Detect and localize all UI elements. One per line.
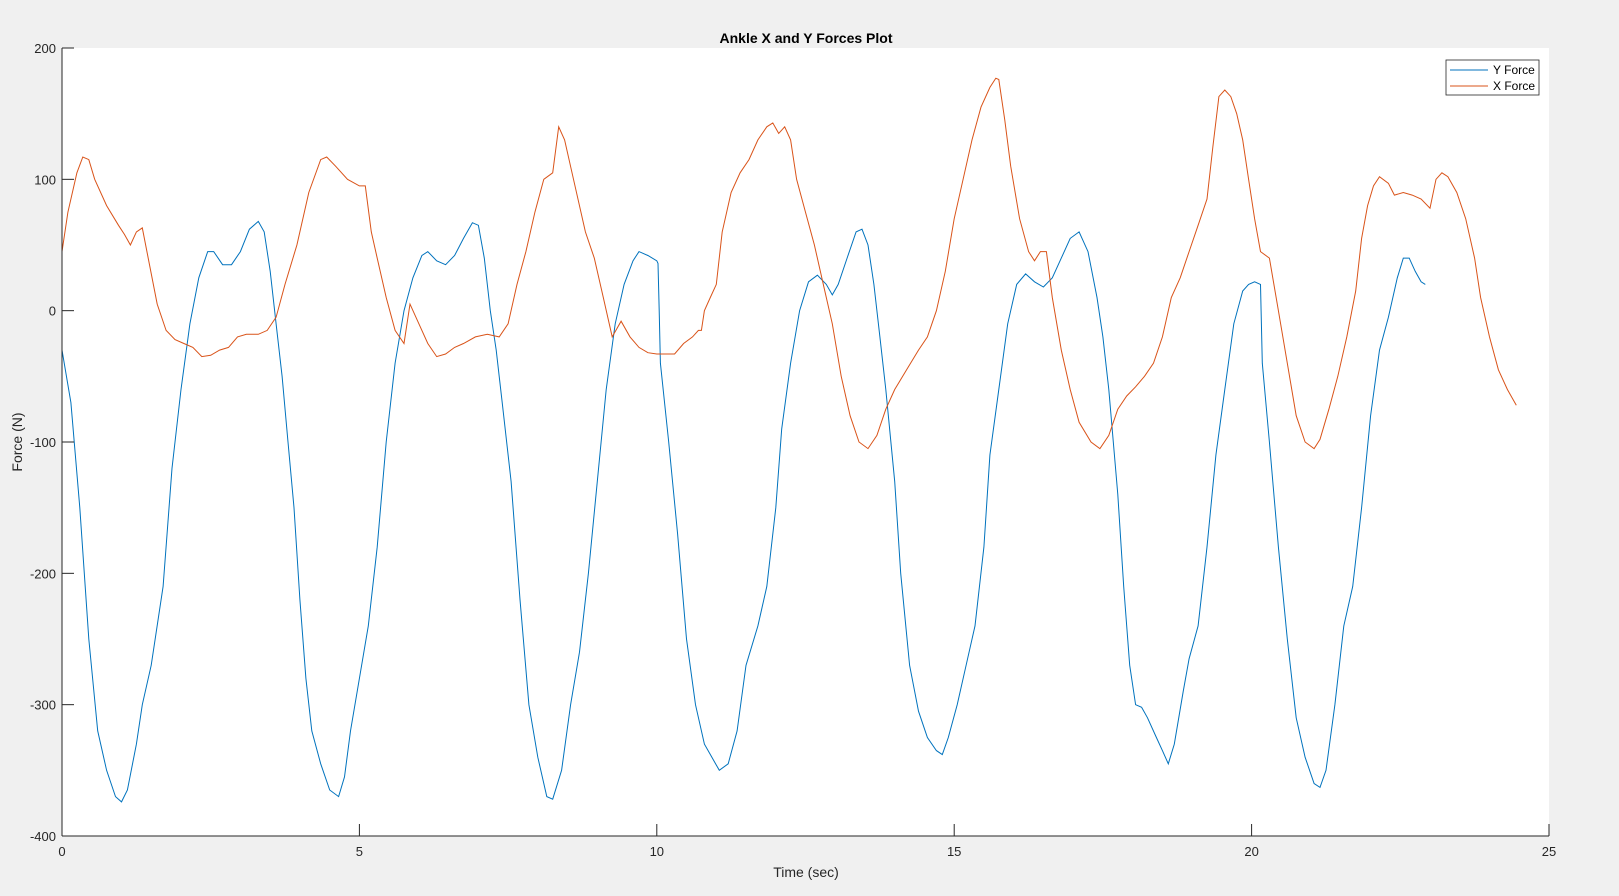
x-axis-label: Time (sec) [773, 864, 839, 880]
series-line-x-force [61, 77, 1517, 450]
series-layer [61, 77, 1517, 803]
x-tick-label: 15 [947, 844, 961, 859]
chart-title: Ankle X and Y Forces Plot [720, 30, 893, 46]
x-tick-label: 20 [1244, 844, 1258, 859]
x-tick-label: 5 [356, 844, 363, 859]
plot-area [62, 48, 1549, 836]
legend-box [1445, 59, 1540, 96]
x-tick-label: 0 [58, 844, 65, 859]
y-tick-label: 0 [49, 304, 56, 319]
legend-label-x-force: X Force [1493, 79, 1535, 93]
x-tick-label: 25 [1542, 844, 1556, 859]
series-line-y-force [61, 220, 1426, 803]
x-tick-label: 10 [650, 844, 664, 859]
y-tick-label: -400 [30, 829, 56, 844]
axes-layer: 0 5 10 15 20 25 200 100 0 -100 -200 -300 -400 [30, 41, 1556, 859]
legend-label-y-force: Y Force [1493, 63, 1535, 77]
y-tick-label: 100 [34, 172, 56, 187]
y-tick-label: -300 [30, 698, 56, 713]
y-tick-label: -100 [30, 435, 56, 450]
legend: Y Force X Force [1445, 59, 1540, 96]
y-axis-label: Force (N) [9, 412, 25, 471]
y-tick-label: 200 [34, 41, 56, 56]
y-tick-label: -200 [30, 566, 56, 581]
